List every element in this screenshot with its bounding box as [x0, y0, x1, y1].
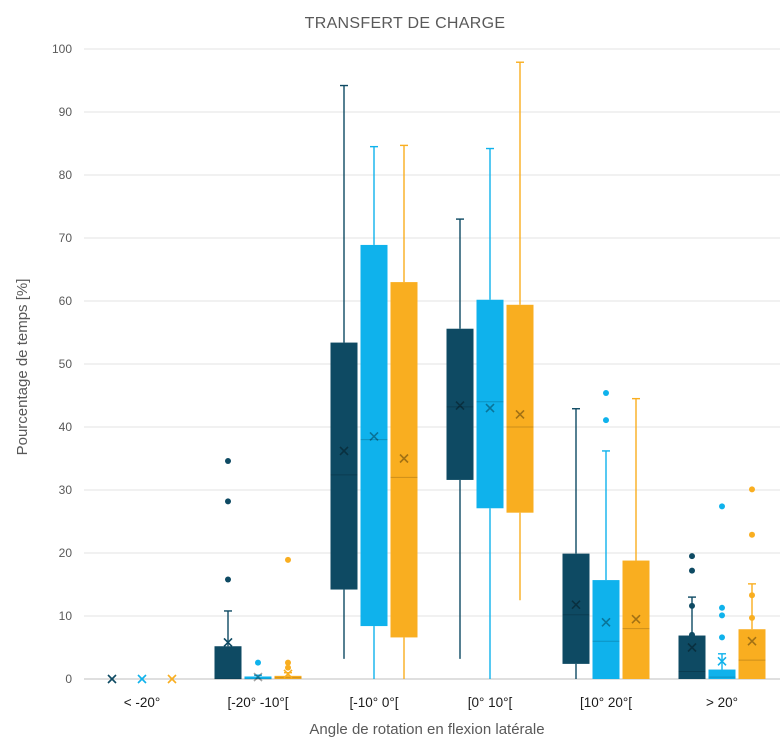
y-tick-label: 70	[59, 231, 73, 245]
outlier-point	[749, 531, 755, 538]
outlier-point	[225, 576, 231, 583]
outlier-point	[689, 602, 695, 609]
mean-marker	[747, 636, 757, 646]
y-tick-label: 100	[52, 42, 72, 56]
box-group	[592, 389, 620, 679]
y-tick-label: 10	[59, 609, 73, 623]
outlier-point	[749, 592, 755, 599]
box-group	[446, 218, 474, 659]
box-group	[678, 553, 706, 679]
outlier-point	[285, 664, 291, 671]
box-rect	[678, 635, 706, 679]
box-group	[738, 486, 766, 679]
outlier-point	[225, 498, 231, 505]
y-axis-label: Pourcentage de temps [%]	[14, 279, 31, 456]
box-rect	[214, 646, 242, 679]
y-tick-label: 0	[65, 672, 72, 686]
outlier-point	[285, 556, 291, 563]
mean-marker	[369, 431, 379, 442]
x-tick-label: > 20°	[706, 695, 738, 710]
box-group	[562, 408, 590, 679]
box-group	[244, 659, 272, 682]
outlier-point	[749, 614, 755, 621]
box-group	[390, 144, 418, 679]
box-group	[708, 503, 736, 679]
y-tick-label: 30	[59, 483, 73, 497]
mean-marker	[631, 614, 641, 624]
mean-marker	[253, 672, 263, 682]
box-group	[622, 397, 650, 679]
y-tick-label: 90	[59, 105, 73, 119]
mean-marker	[283, 669, 293, 679]
gridlines	[84, 48, 780, 680]
box-rect	[330, 342, 358, 590]
boxes-layer	[98, 61, 766, 684]
outlier-point	[719, 612, 725, 619]
box-rect	[738, 629, 766, 679]
box-rect	[274, 675, 302, 679]
mean-marker	[485, 403, 495, 413]
mean-marker	[223, 637, 233, 648]
outlier-point	[719, 634, 725, 641]
box-group	[506, 61, 534, 601]
x-tick-label: [-10° 0°[	[349, 695, 398, 710]
mean-marker	[399, 453, 409, 464]
box-group	[98, 674, 126, 684]
outlier-point	[689, 553, 695, 560]
y-tick-label: 60	[59, 294, 73, 308]
x-tick-label: < -20°	[124, 695, 161, 710]
box-group	[128, 674, 156, 684]
box-group	[214, 458, 242, 680]
outlier-point	[689, 631, 695, 638]
y-tick-label: 40	[59, 420, 73, 434]
box-rect	[622, 560, 650, 679]
box-rect	[592, 580, 620, 679]
box-group	[330, 84, 358, 659]
mean-marker	[687, 642, 697, 653]
mean-marker	[137, 674, 147, 684]
box-rect	[446, 328, 474, 480]
y-tick-label: 20	[59, 546, 73, 560]
mean-marker	[717, 656, 727, 666]
box-rect	[244, 676, 272, 679]
outlier-point	[719, 604, 725, 611]
box-group	[360, 145, 388, 679]
mean-marker	[455, 401, 465, 411]
x-axis-categories: < -20° [-20° -10°[ [-10° 0°[ [0° 10°[ [10° 2…	[124, 695, 738, 710]
x-tick-label: [0° 10°[	[468, 695, 513, 710]
outlier-point	[603, 389, 609, 396]
box-rect	[390, 282, 418, 638]
y-tick-label: 80	[59, 168, 73, 182]
outlier-point	[255, 659, 261, 666]
mean-marker	[571, 600, 581, 610]
y-axis-ticks: 0 10 20 30 40 50 60 70 80 90 100	[52, 42, 72, 686]
chart-title: TRANSFERT DE CHARGE	[305, 15, 506, 32]
box-group	[476, 147, 504, 679]
outlier-point	[603, 417, 609, 424]
box-rect	[708, 669, 736, 679]
outlier-point	[285, 659, 291, 666]
box-group	[158, 674, 186, 684]
x-tick-label: [10° 20°[	[580, 695, 632, 710]
box-group	[274, 556, 302, 679]
box-rect	[360, 244, 388, 627]
box-rect	[476, 299, 504, 509]
y-tick-label: 50	[59, 357, 73, 371]
mean-marker	[107, 674, 117, 684]
outlier-point	[689, 567, 695, 574]
mean-marker	[515, 409, 525, 419]
outlier-point	[719, 503, 725, 510]
mean-marker	[167, 674, 177, 684]
mean-marker	[339, 446, 349, 456]
x-axis-label: Angle de rotation en flexion latérale	[309, 721, 544, 738]
outlier-point	[749, 486, 755, 493]
box-rect	[506, 304, 534, 513]
box-rect	[562, 553, 590, 664]
outlier-point	[225, 458, 231, 465]
x-tick-label: [-20° -10°[	[227, 695, 288, 710]
mean-marker	[601, 617, 611, 627]
